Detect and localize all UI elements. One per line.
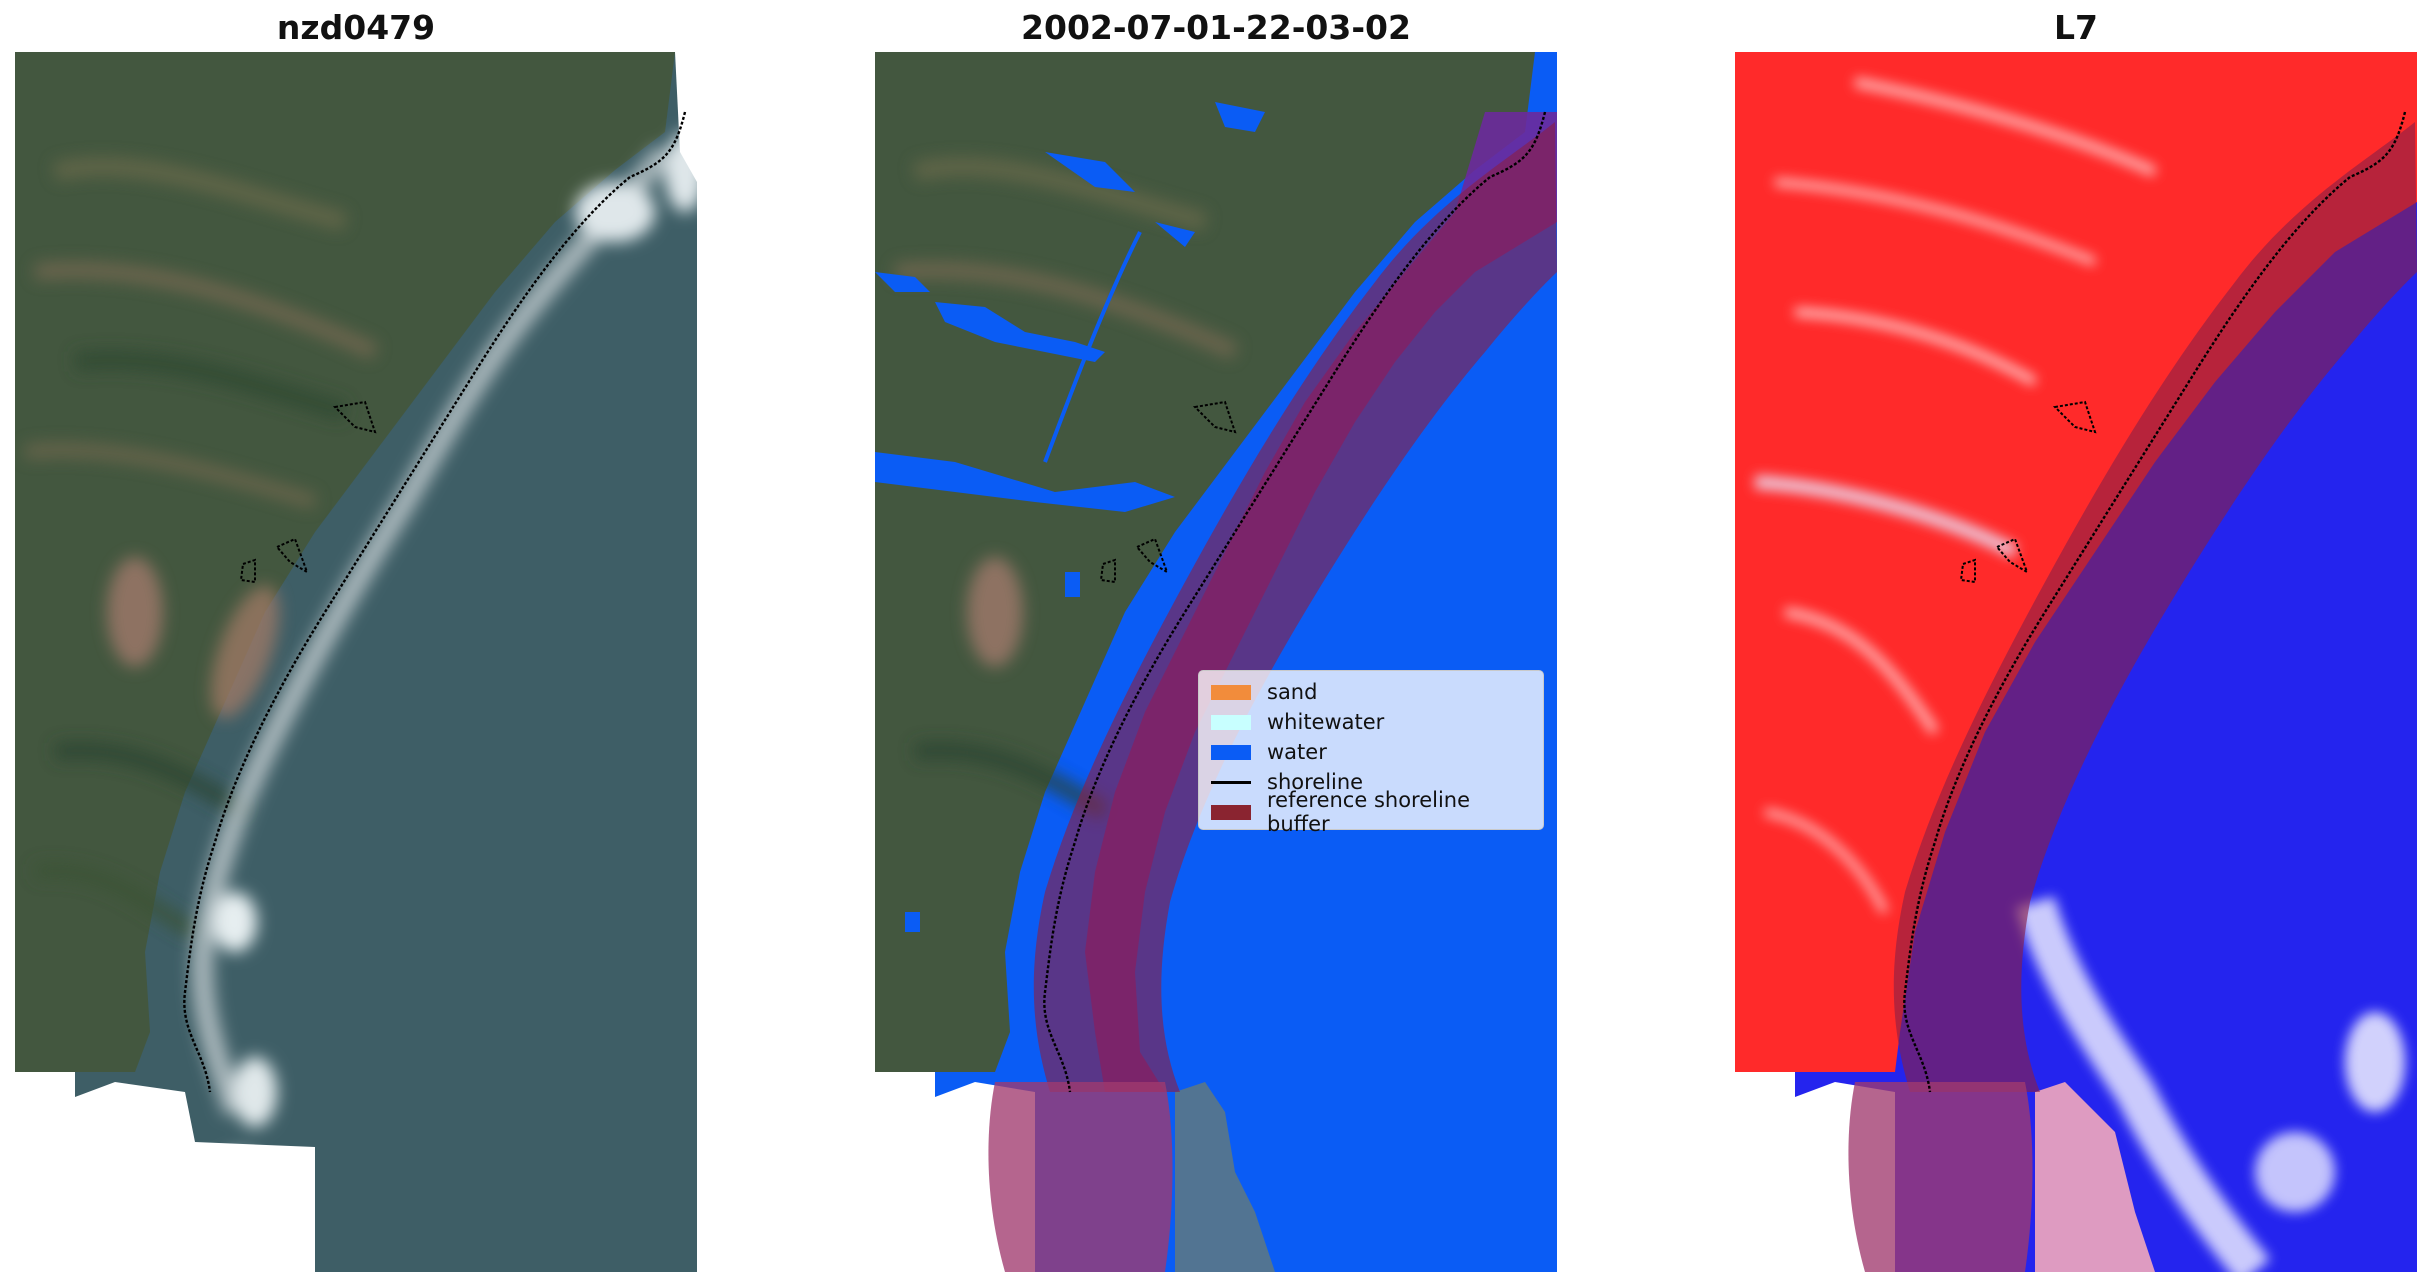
legend-label: reference shoreline buffer xyxy=(1267,788,1471,836)
legend-swatch-sand xyxy=(1211,684,1251,700)
classified-image xyxy=(875,52,1557,1272)
legend-label: shoreline xyxy=(1267,770,1364,794)
legend-swatch-buffer xyxy=(1211,804,1251,820)
index-image-panel xyxy=(1735,52,2417,1272)
rgb-image xyxy=(15,52,697,1272)
legend-label: whitewater xyxy=(1267,710,1385,734)
legend-item-sand: sand xyxy=(1211,677,1531,707)
panel-title-index: L7 xyxy=(2054,8,2098,47)
map-legend: sand whitewater water shoreline referenc… xyxy=(1198,670,1544,836)
legend-swatch-water xyxy=(1211,744,1251,760)
legend-item-water: water xyxy=(1211,737,1531,767)
legend-item-buffer: reference shoreline buffer xyxy=(1211,788,1531,836)
legend-item-whitewater: whitewater xyxy=(1211,707,1531,737)
legend-swatch-whitewater xyxy=(1211,714,1251,730)
panel-title-rgb: nzd0479 xyxy=(276,8,436,47)
legend-label: water xyxy=(1267,740,1327,764)
legend-label: sand xyxy=(1267,680,1318,704)
panel-title-classified: 2002-07-01-22-03-02 xyxy=(1021,8,1411,47)
classified-image-panel xyxy=(875,52,1557,1272)
rgb-image-panel xyxy=(15,52,697,1272)
legend-line-shoreline xyxy=(1211,780,1251,784)
index-image xyxy=(1735,52,2417,1272)
legend-item-shoreline: shoreline xyxy=(1211,767,1531,797)
